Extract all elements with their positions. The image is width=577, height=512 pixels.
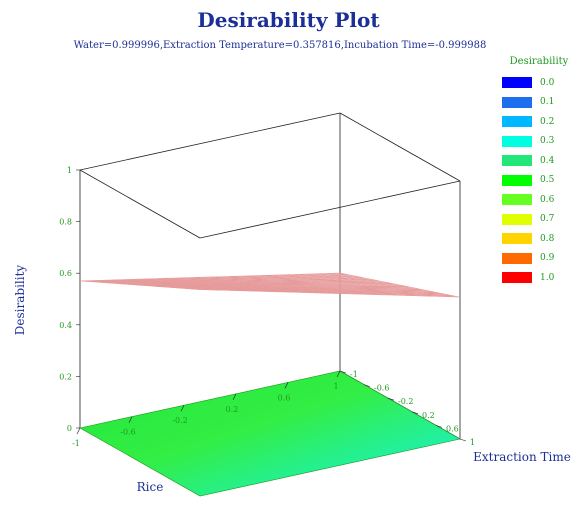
surface-mesh-line [163,286,425,291]
legend-entry: 0.4 [500,151,576,171]
surface-mesh-line [169,287,431,292]
legend-swatch [502,272,532,284]
legend-swatch [502,96,532,108]
y-tick-label: 0.6 [446,424,459,433]
box-edge [199,180,461,239]
z-tick-label: 1 [67,166,72,175]
x-tick-label: 0.2 [226,405,239,414]
x-tick-label: 1 [333,382,338,391]
z-tick-label: 0 [67,424,72,433]
legend-swatch [502,213,532,225]
legend-swatch [502,233,532,245]
legend-swatch [502,135,532,147]
box-edge [79,112,341,171]
legend-label: 0.8 [540,233,555,244]
chart-title: Desirability Plot [197,8,380,32]
y-axis-label: Extraction Time [473,450,571,464]
legend-label: 0.9 [540,253,555,264]
z-tick-label: 0.4 [59,321,72,330]
contour-floor [79,370,461,497]
legend-entry: 0.1 [500,93,576,113]
surface-mesh-line [326,273,448,297]
box-edge [79,169,201,239]
y-tick-label: 0.2 [422,411,435,420]
axis-ticks: 0 0.2 0.4 0.6 0.8 1 -1 -0.6 -0.2 0.2 0.6 1 -1 -0.6 -0.… [59,166,475,448]
surface-mesh-line [313,273,435,297]
surface-mesh-line [166,286,428,291]
x-tick-mark [284,382,289,389]
y-tick-mark [387,397,395,401]
box-edge [339,112,461,182]
surface-mesh-line [158,286,419,289]
y-tick-mark [363,384,371,387]
legend-swatch [502,252,532,264]
legend-entry: 0.2 [500,112,576,132]
legend-swatch [502,174,532,186]
legend-label: 1.0 [540,272,555,283]
legend-label: 0.6 [540,194,555,205]
y-tick-label: -0.6 [374,384,389,393]
legend-entry: 0.3 [500,132,576,152]
x-tick-mark [180,405,185,412]
legend-entry: 0.7 [500,210,576,230]
surface-mesh-line [181,288,443,294]
legend-label: 0.3 [540,136,555,147]
y-tick-label: -0.2 [398,397,413,406]
chart-subtitle: Water=0.999996,Extraction Temperature=0.… [73,40,487,51]
legend-label: 0.7 [540,214,555,225]
legend-label: 0.0 [540,77,555,88]
y-tick-mark [435,425,443,428]
x-tick-label: -1 [72,439,80,448]
z-axis-label: Desirability [13,265,27,336]
surface-mesh-line [146,285,406,287]
surface-mesh-line [339,272,461,298]
y-tick-label: -1 [350,370,358,379]
x-tick-mark [76,427,81,435]
x-tick-label: -0.2 [172,416,187,425]
x-axis-label: Rice [137,480,164,494]
legend-swatch [502,194,532,206]
x-tick-mark [336,370,341,378]
legend: Desirability 0.0 0.1 0.2 0.3 0.4 0.5 0.6 0.7 0.8… [500,56,576,288]
x-tick-mark [128,416,133,423]
z-tick-label: 0.8 [59,218,72,227]
legend-entry: 0.9 [500,249,576,269]
floor-contour-fill [79,370,461,497]
legend-entry: 0.6 [500,190,576,210]
legend-label: 0.4 [540,155,555,166]
x-tick-label: 0.6 [278,393,291,402]
legend-label: 0.1 [540,97,555,108]
surface-mesh-line [300,273,422,297]
response-surface-mesh [79,272,461,298]
y-tick-mark [459,438,467,442]
legend-entry: 0.5 [500,171,576,191]
surface-mesh-line [193,288,455,297]
z-tick-label: 0.6 [59,269,72,278]
surface-mesh-line [307,273,428,297]
x-tick-mark [232,393,237,400]
surface-mesh-line [333,272,454,298]
axis-box [79,112,461,440]
surface-mesh-line [155,286,415,289]
legend-entry: 0.8 [500,229,576,249]
y-tick-label: 1 [470,438,475,447]
y-tick-mark [339,370,347,374]
legend-title: Desirability [509,56,569,67]
legend-label: 0.2 [540,116,555,127]
legend-label: 0.5 [540,175,555,186]
surface-mesh-line [320,273,441,297]
legend-entry: 1.0 [500,268,576,288]
legend-swatch [502,155,532,167]
z-tick-label: 0.2 [59,372,72,381]
legend-swatch [502,77,532,89]
y-tick-mark [411,411,419,415]
x-tick-label: -0.6 [120,428,135,437]
surface-mesh-line [199,289,461,298]
legend-entry: 0.0 [500,73,576,93]
legend-swatch [502,116,532,128]
surface-mesh-line [175,287,437,293]
surface-mesh-line [178,287,440,294]
